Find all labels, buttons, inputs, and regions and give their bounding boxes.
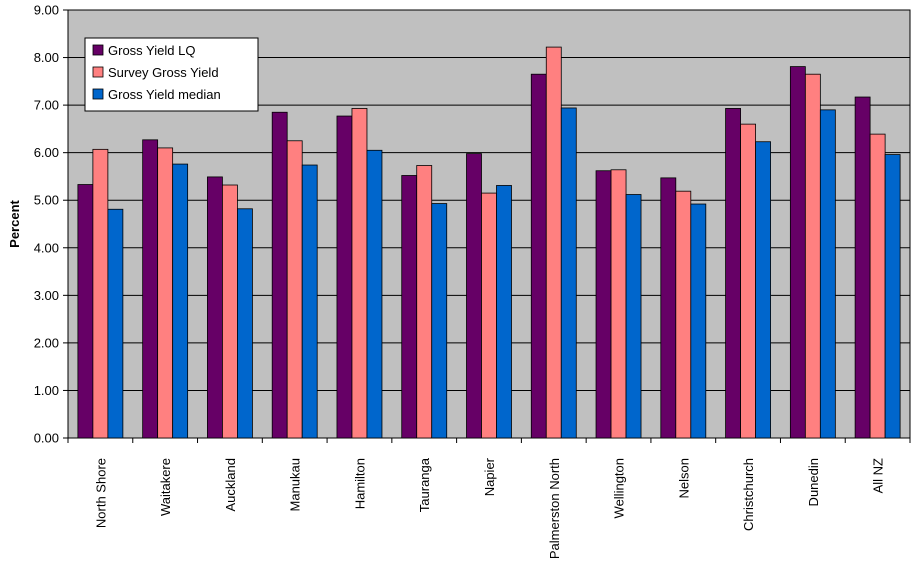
bar-gross-yield-median: [237, 208, 253, 439]
bar-gross-yield-lq: [466, 153, 482, 439]
legend-swatch: [92, 88, 104, 100]
x-category-label: Hamilton: [352, 458, 367, 509]
y-tick-label: 6.00: [34, 145, 59, 160]
y-axis-title: Percent: [7, 199, 22, 247]
bar-gross-yield-median: [366, 149, 383, 439]
legend-label: Survey Gross Yield: [108, 65, 219, 80]
bar-gross-yield-median: [560, 107, 577, 439]
y-tick-label: 1.00: [34, 383, 59, 398]
x-category-label: Dunedin: [806, 458, 821, 506]
x-category-label: Manukau: [288, 458, 303, 511]
y-tick-label: 2.00: [34, 335, 59, 350]
bar-gross-yield-median: [690, 203, 707, 439]
axes: [67, 438, 911, 443]
bar-gross-yield-median: [431, 203, 448, 439]
legend-swatch: [92, 44, 104, 56]
bar-survey-gross-yield: [675, 190, 692, 439]
bar-gross-yield-median: [496, 185, 512, 439]
x-category-labels: North Shore Waitakere Auckland Manukau Hamil…: [93, 457, 885, 559]
bar-gross-yield-lq: [271, 111, 288, 439]
x-category-label: Napier: [482, 457, 497, 496]
x-category-label: Palmerston North: [547, 458, 562, 559]
legend-label: Gross Yield LQ: [108, 43, 195, 58]
x-category-label: Waitakere: [158, 458, 173, 516]
bar-gross-yield-lq: [77, 184, 94, 439]
bar-gross-yield-lq: [142, 139, 159, 439]
bar-survey-gross-yield: [610, 169, 627, 439]
y-tick-label: 4.00: [34, 240, 59, 255]
legend: Gross Yield LQ Survey Gross Yield Gross Yi…: [84, 37, 259, 112]
y-tick-label: 8.00: [34, 50, 59, 65]
bar-gross-yield-median: [755, 141, 771, 439]
x-category-label: North Shore: [93, 458, 108, 528]
bar-gross-yield-lq: [207, 176, 223, 439]
bar-survey-gross-yield: [286, 140, 303, 439]
bar-gross-yield-median: [301, 164, 318, 439]
bar-survey-gross-yield: [157, 147, 174, 439]
bar-gross-yield-lq: [336, 115, 353, 439]
bar-gross-yield-lq: [595, 170, 612, 439]
x-category-label: Auckland: [223, 458, 238, 511]
bar-gross-yield-lq: [530, 73, 547, 439]
bar-gross-yield-lq: [660, 177, 677, 439]
bar-gross-yield-median: [625, 194, 642, 439]
x-category-label: Tauranga: [417, 457, 432, 512]
bar-survey-gross-yield: [351, 108, 368, 439]
y-tick-label: 5.00: [34, 193, 59, 208]
x-category-label: Wellington: [612, 458, 627, 518]
x-category-label: Nelson: [676, 458, 691, 498]
bar-gross-yield-median: [107, 208, 124, 439]
bar-survey-gross-yield: [92, 148, 109, 439]
y-tick-label: 3.00: [34, 288, 59, 303]
x-category-label: All NZ: [871, 458, 886, 493]
y-tick-labels: 0.00 1.00 2.00 3.00 4.00 5.00 6.00 7.00 8.00 9.00: [34, 3, 59, 446]
bar-gross-yield-median: [172, 163, 189, 439]
bar-gross-yield-lq: [789, 66, 806, 439]
bar-gross-yield-median: [819, 109, 836, 439]
bar-survey-gross-yield: [740, 123, 756, 439]
bars: [77, 46, 901, 439]
bar-gross-yield-lq: [854, 96, 871, 439]
bar-survey-gross-yield: [545, 46, 562, 439]
bar-survey-gross-yield: [416, 165, 433, 439]
bar-gross-yield-lq: [725, 108, 741, 439]
y-tick-label: 0.00: [34, 431, 59, 446]
bar-survey-gross-yield: [869, 133, 886, 439]
bar-gross-yield-lq: [401, 175, 418, 439]
bar-survey-gross-yield: [804, 73, 821, 439]
bar-survey-gross-yield: [222, 184, 238, 439]
bar-survey-gross-yield: [481, 192, 497, 439]
y-tick-label: 9.00: [34, 3, 59, 18]
legend-label: Gross Yield median: [108, 87, 221, 102]
x-category-label: Christchurch: [741, 458, 756, 531]
bar-gross-yield-median: [884, 154, 901, 439]
legend-swatch: [92, 66, 104, 78]
y-tick-label: 7.00: [34, 98, 59, 113]
legend-box: [84, 37, 259, 112]
